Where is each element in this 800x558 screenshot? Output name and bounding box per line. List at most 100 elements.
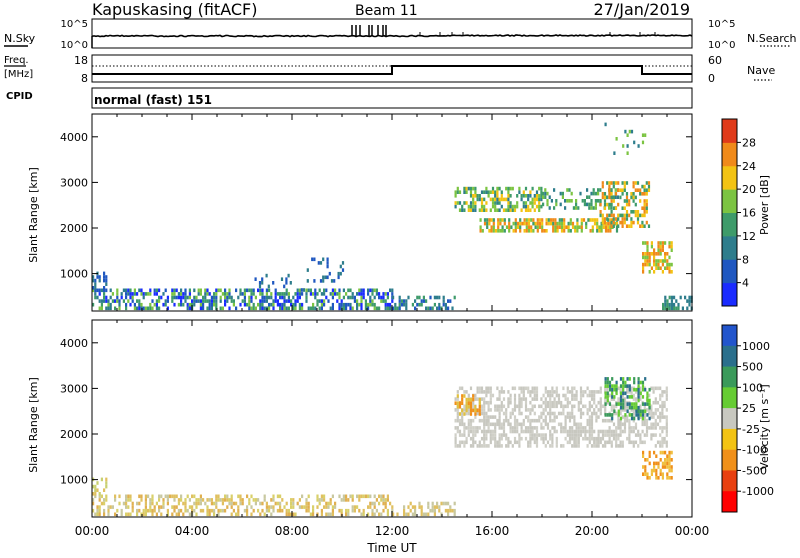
data-cell [524, 386, 528, 391]
data-cell [612, 429, 616, 434]
data-cell [632, 184, 635, 189]
data-cell [487, 418, 490, 423]
data-cell [305, 288, 308, 293]
data-cell [317, 261, 320, 265]
data-cell [625, 192, 629, 196]
data-cell [614, 217, 618, 221]
data-cell [553, 188, 556, 192]
data-cell [648, 476, 651, 480]
data-cell [480, 190, 484, 194]
data-cell [217, 498, 220, 502]
data-cell [351, 498, 354, 502]
data-cell [164, 494, 167, 499]
data-cell [610, 206, 613, 210]
data-cell [302, 288, 306, 292]
data-cell [606, 398, 609, 403]
data-cell [533, 201, 536, 205]
data-cell [507, 400, 510, 405]
data-cell [246, 512, 249, 517]
data-cell [469, 426, 473, 430]
data-cell [670, 450, 673, 455]
data-cell [645, 181, 648, 185]
data-cell [480, 408, 484, 412]
data-cell [596, 221, 599, 226]
data-cell [540, 404, 543, 409]
data-cell [593, 444, 596, 448]
data-cell [525, 225, 528, 229]
data-cell [665, 397, 668, 401]
data-cell [606, 384, 609, 388]
data-cell [140, 498, 143, 502]
data-cell [628, 387, 631, 392]
data-cell [615, 384, 618, 388]
data-cell [380, 498, 383, 502]
data-cell [542, 195, 545, 199]
data-cell [103, 275, 106, 279]
data-cell [600, 225, 603, 229]
data-cell [173, 498, 176, 502]
data-cell [648, 405, 651, 410]
data-cell [646, 241, 649, 245]
data-cell [180, 498, 183, 502]
data-cell [632, 181, 635, 185]
data-cell [131, 501, 134, 506]
data-cell [213, 508, 216, 513]
data-cell [608, 192, 611, 196]
data-cell [456, 401, 459, 405]
data-cell [603, 220, 607, 225]
data-cell [272, 494, 275, 499]
data-cell [634, 181, 637, 185]
data-cell [411, 505, 414, 509]
data-cell [213, 292, 216, 296]
data-cell [325, 288, 328, 293]
data-cell [588, 436, 591, 441]
y-tick-label: 1000 [60, 474, 88, 487]
data-cell [606, 217, 609, 221]
colorbar-swatch [722, 282, 737, 307]
data-cell [322, 275, 325, 280]
data-cell [478, 440, 481, 445]
data-cell [533, 208, 536, 212]
data-cell [500, 426, 503, 430]
data-cell [594, 191, 597, 196]
data-cell [564, 422, 567, 427]
data-cell [657, 461, 660, 466]
data-cell [472, 404, 475, 409]
data-cell [601, 181, 604, 185]
data-cell [279, 505, 282, 509]
data-cell [619, 384, 623, 388]
data-cell [622, 405, 625, 410]
data-cell [551, 411, 554, 416]
data-cell [485, 186, 488, 191]
data-cell [586, 444, 589, 448]
data-cell [566, 188, 569, 192]
velocity-ylabel: Slant Range [km] [27, 377, 40, 473]
data-cell [617, 213, 620, 218]
data-cell [420, 508, 423, 513]
data-cell [429, 306, 432, 311]
data-cell [652, 415, 655, 419]
data-cell [478, 418, 481, 423]
data-cell [553, 415, 556, 419]
data-cell [182, 295, 185, 300]
data-cell [657, 476, 660, 480]
data-cell [637, 144, 640, 148]
data-cell [461, 394, 464, 398]
data-cell [665, 426, 668, 430]
data-cell [628, 199, 631, 203]
data-cell [630, 429, 633, 434]
data-cell [527, 386, 530, 391]
data-cell [382, 494, 385, 499]
data-cell [580, 218, 583, 222]
data-cell [325, 501, 328, 506]
data-cell [144, 508, 147, 513]
data-cell [666, 299, 669, 303]
data-cell [622, 384, 625, 388]
data-cell [661, 444, 664, 448]
data-cell [195, 498, 198, 502]
data-cell [272, 299, 275, 303]
data-cell [243, 292, 246, 296]
data-cell [191, 505, 194, 509]
data-cell [248, 302, 251, 307]
data-cell [641, 133, 645, 137]
